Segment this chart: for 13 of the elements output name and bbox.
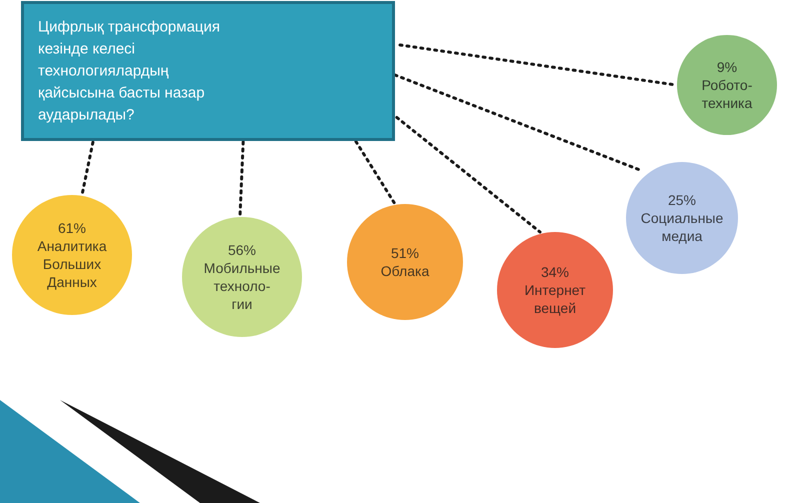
category-label: Мобильные техноло- гии — [204, 260, 280, 312]
data-label: 56% — [228, 242, 256, 258]
data-label: 25% — [668, 192, 696, 208]
category-label: Социальные медиа — [640, 210, 724, 244]
data-label: 34% — [540, 264, 570, 280]
category-label: Интернет вещей — [524, 282, 586, 316]
category-label: Аналитика Больших Данных — [37, 238, 107, 290]
data-label: 9% — [716, 59, 738, 75]
category-label: Робото- техника — [702, 77, 753, 111]
text: Цифрлық трансформация кезінде келесі технологиялардың қайсысына басты назар аударылады? — [38, 18, 224, 124]
data-label: 61% — [58, 220, 86, 236]
data-label: 51% — [390, 245, 420, 261]
category-label: Облака — [380, 263, 430, 279]
